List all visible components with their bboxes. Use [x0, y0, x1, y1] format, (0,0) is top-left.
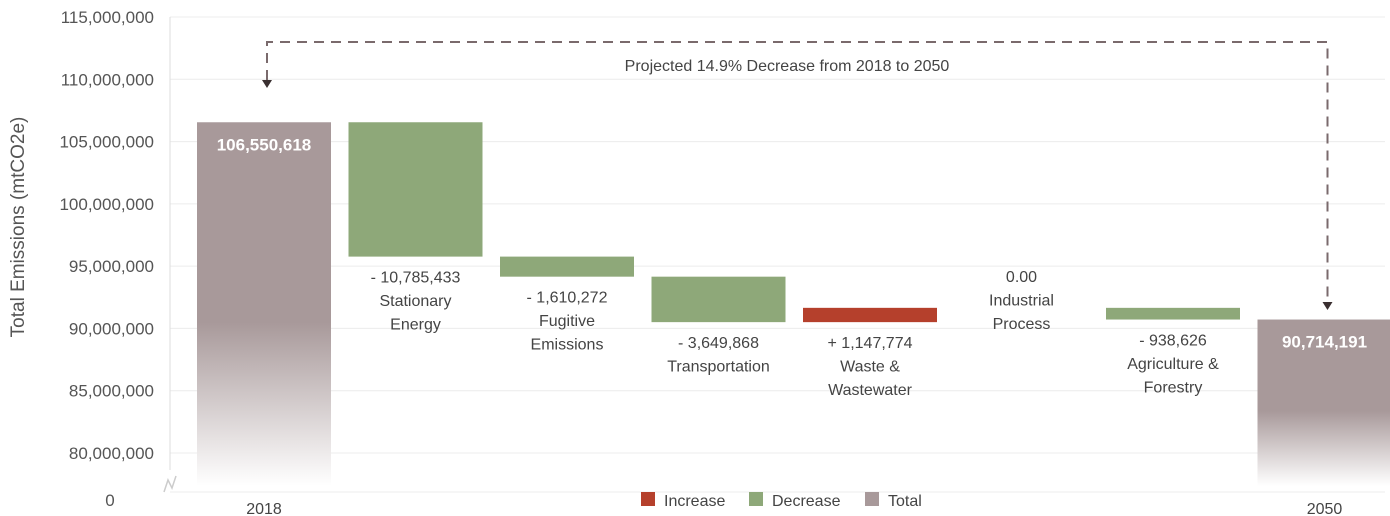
- y-tick-label: 85,000,000: [69, 382, 154, 401]
- label-layer: 106,550,618 2018 - 10,785,433 Stationary Ene…: [217, 135, 1367, 516]
- x-category-label: Fugitive: [539, 313, 595, 330]
- annotation-text: Projected 14.9% Decrease from 2018 to 20…: [625, 58, 950, 75]
- total-value-label: 106,550,618: [217, 135, 312, 154]
- bar-decrease-agriculture: [1106, 307, 1240, 320]
- legend-swatch: [641, 492, 655, 506]
- annotation-bracket: [266, 41, 1329, 302]
- x-category-label: Forestry: [1144, 380, 1203, 397]
- x-category-label: Agriculture &: [1127, 356, 1219, 373]
- annotation-layer: Projected 14.9% Decrease from 2018 to 20…: [262, 41, 1333, 310]
- y-tick-label: 80,000,000: [69, 444, 154, 463]
- axis-break-icon: [163, 475, 177, 493]
- bar-total-start: [197, 122, 331, 486]
- arrowhead-icon: [262, 80, 272, 88]
- total-value-label: 90,714,191: [1282, 333, 1367, 352]
- bar-value-label: - 10,785,433: [371, 270, 461, 287]
- x-category-label: Transportation: [667, 359, 770, 376]
- bar-increase-waste: [803, 307, 937, 323]
- y-tick-label: 115,000,000: [61, 8, 154, 27]
- bar-value-label: - 3,649,868: [678, 335, 759, 352]
- bar-decrease-transportation: [651, 276, 786, 323]
- legend-label: Total: [888, 493, 922, 510]
- x-category-label: Emissions: [531, 337, 604, 354]
- legend-label: Increase: [664, 493, 725, 510]
- x-category-label: 2018: [246, 501, 282, 516]
- legend-label: Decrease: [772, 493, 841, 510]
- arrowhead-icon: [1322, 302, 1333, 310]
- x-category-label: Waste &: [840, 359, 900, 376]
- y-tick-label-zero: 0: [105, 491, 114, 510]
- y-tick-label: 100,000,000: [59, 195, 154, 214]
- x-category-label: Energy: [390, 317, 441, 334]
- y-axis-title: Total Emissions (mtCO2e): [8, 117, 29, 338]
- x-category-label: 2050: [1307, 501, 1343, 516]
- legend-swatch: [865, 492, 879, 506]
- bar-value-label: 0.00: [1006, 269, 1037, 286]
- bar-decrease-fugitive: [500, 256, 634, 277]
- legend-layer: Increase Decrease Total: [641, 492, 922, 510]
- legend-swatch: [749, 492, 763, 506]
- x-category-label: Stationary: [379, 293, 451, 310]
- x-category-label: Industrial: [989, 292, 1054, 309]
- bar-layer: [197, 122, 1390, 486]
- y-tick-label: 90,000,000: [69, 319, 154, 338]
- axis-layer: 80,000,000 85,000,000 90,000,000 95,000,000…: [8, 8, 177, 510]
- x-category-label: Process: [993, 316, 1051, 333]
- bar-value-label: + 1,147,774: [828, 335, 913, 352]
- bar-value-label: - 938,626: [1139, 333, 1207, 350]
- bar-value-label: - 1,610,272: [527, 290, 608, 307]
- bar-total-end: [1257, 319, 1390, 486]
- y-tick-label: 105,000,000: [59, 133, 154, 152]
- bar-decrease-stationary: [348, 122, 483, 257]
- x-category-label: Wastewater: [828, 382, 913, 399]
- y-tick-label: 95,000,000: [69, 257, 154, 276]
- annotation-background: [616, 55, 958, 78]
- y-tick-label: 110,000,000: [61, 70, 154, 89]
